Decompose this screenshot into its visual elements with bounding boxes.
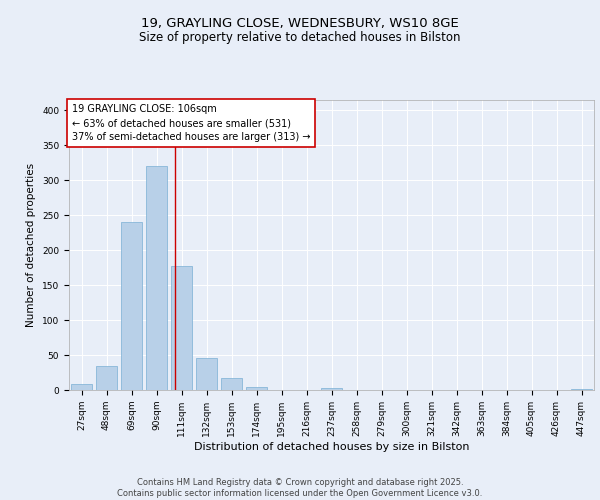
Text: Size of property relative to detached houses in Bilston: Size of property relative to detached ho… bbox=[139, 31, 461, 44]
Bar bbox=[171, 266, 192, 390]
Bar bbox=[121, 222, 142, 390]
Bar bbox=[321, 388, 342, 390]
Text: 19 GRAYLING CLOSE: 106sqm
← 63% of detached houses are smaller (531)
37% of semi: 19 GRAYLING CLOSE: 106sqm ← 63% of detac… bbox=[71, 104, 310, 142]
Bar bbox=[196, 358, 217, 390]
Bar bbox=[246, 386, 267, 390]
Y-axis label: Number of detached properties: Number of detached properties bbox=[26, 163, 37, 327]
Bar bbox=[221, 378, 242, 390]
X-axis label: Distribution of detached houses by size in Bilston: Distribution of detached houses by size … bbox=[194, 442, 469, 452]
Text: Contains HM Land Registry data © Crown copyright and database right 2025.
Contai: Contains HM Land Registry data © Crown c… bbox=[118, 478, 482, 498]
Text: 19, GRAYLING CLOSE, WEDNESBURY, WS10 8GE: 19, GRAYLING CLOSE, WEDNESBURY, WS10 8GE bbox=[141, 18, 459, 30]
Bar bbox=[71, 384, 92, 390]
Bar bbox=[146, 166, 167, 390]
Bar bbox=[96, 366, 117, 390]
